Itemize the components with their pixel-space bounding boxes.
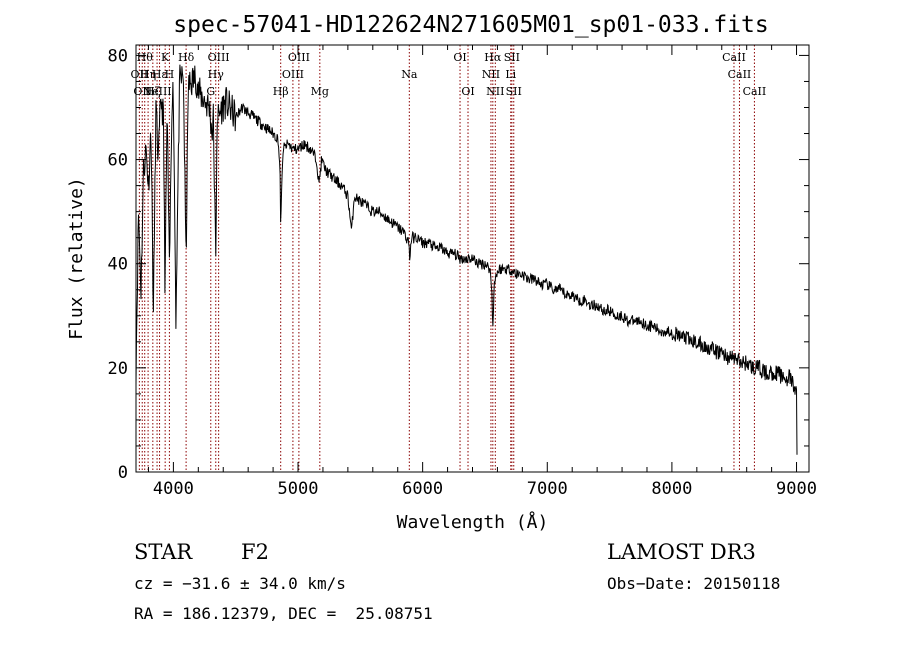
marker-label-21: Hα	[484, 51, 502, 64]
y-tick-label-4: 80	[108, 46, 128, 66]
y-tick-label-2: 40	[108, 255, 128, 275]
marker-label-25: SII	[506, 85, 522, 98]
marker-label-12: OIII	[208, 51, 230, 64]
marker-label-24: SII	[504, 51, 520, 64]
marker-label-20: NII	[482, 68, 500, 81]
marker-label-10: G	[206, 85, 215, 98]
marker-label-4: Hζ	[145, 85, 161, 98]
marker-label-27: CaII	[728, 68, 752, 81]
marker-label-7: K	[161, 51, 170, 64]
chart-title: spec-57041-HD122624N271605M01_sp01-033.f…	[173, 12, 768, 38]
axis-ticks-layer: 4000 5000 6000 7000 8000 9000 0 20 40 60 80	[108, 45, 817, 499]
marker-label-22: NII	[486, 85, 504, 98]
y-tick-label-3: 60	[108, 151, 128, 171]
marker-label-26: CaII	[722, 51, 746, 64]
y-tick-label-1: 20	[108, 359, 128, 379]
marker-label-6: Hε	[152, 68, 168, 81]
survey-name: LAMOST DR3	[607, 540, 756, 564]
marker-label-0: OII	[131, 68, 149, 81]
flux-series-line	[135, 64, 798, 455]
line-markers-layer	[138, 45, 755, 472]
marker-label-13: Hβ	[273, 85, 289, 98]
marker-label-28: CaII	[743, 85, 767, 98]
x-tick-label-3: 7000	[527, 479, 568, 499]
x-tick-label-4: 8000	[651, 479, 692, 499]
y-axis-label: Flux (relative)	[66, 177, 87, 340]
marker-label-11: Hγ	[208, 68, 225, 81]
marker-label-15: OIII	[288, 51, 310, 64]
redshift-cz: cz = −31.6 ± 34.0 km/s	[134, 574, 346, 593]
x-tick-label-2: 6000	[402, 479, 443, 499]
ra-dec: RA = 186.12379, DEC = 25.08751	[134, 604, 433, 623]
marker-label-19: OI	[461, 85, 474, 98]
x-tick-label-1: 5000	[278, 479, 319, 499]
x-tick-label-5: 9000	[776, 479, 817, 499]
x-tick-label-0: 4000	[153, 479, 194, 499]
marker-label-23: Li	[505, 68, 516, 81]
marker-label-5: NeIII	[142, 85, 171, 98]
object-type: STAR	[134, 540, 193, 564]
obs-date: Obs−Date: 20150118	[607, 574, 781, 593]
marker-label-17: Na	[401, 68, 418, 81]
marker-label-3: Hη	[140, 68, 156, 81]
marker-label-9: Hδ	[178, 51, 195, 64]
marker-label-8: H	[165, 68, 175, 81]
marker-label-16: Mg	[311, 85, 329, 98]
marker-label-2: Hθ	[137, 51, 154, 64]
y-tick-label-0: 0	[118, 463, 128, 483]
x-axis-label: Wavelength (Å)	[397, 511, 549, 533]
subclass: F2	[241, 540, 269, 564]
marker-label-18: OI	[453, 51, 466, 64]
marker-label-1: OII	[133, 85, 151, 98]
marker-label-14: OIII	[282, 68, 304, 81]
